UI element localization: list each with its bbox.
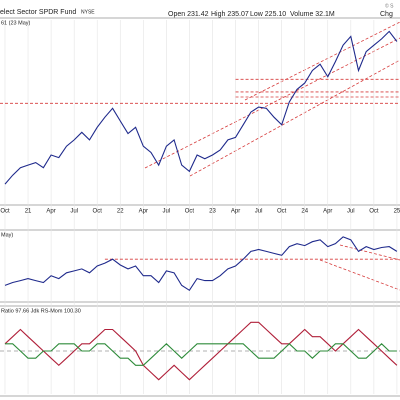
x-tick-label: 24 (301, 209, 308, 215)
stat: High 235.07 (211, 11, 249, 18)
trend-line (319, 259, 400, 291)
panel-frame (0, 229, 400, 303)
x-tick-label: Jul (163, 209, 171, 215)
x-tick-label: Apr (323, 209, 332, 215)
x-tick-label: Oct (0, 209, 10, 215)
data-line (4, 236, 398, 292)
trend-line (339, 244, 400, 261)
panel-frame (0, 17, 400, 206)
stat: Volume 32.1M (290, 11, 335, 18)
x-tick-label: Apr (231, 209, 240, 215)
data-line (5, 343, 397, 366)
x-tick-label: 23 (209, 209, 216, 215)
x-tick-label: Jul (70, 209, 78, 215)
chart-title: elect Sector SPDR Fund (0, 9, 76, 16)
x-tick-label: Apr (46, 209, 55, 215)
x-tick-label: Jul (255, 209, 263, 215)
stat: Chg (380, 11, 393, 18)
data-line (4, 30, 398, 185)
x-tick-label: 21 (25, 209, 32, 215)
stat: Low 225.10 (250, 11, 286, 18)
trend-channel (144, 21, 400, 291)
x-tick-label: Jul (347, 209, 355, 215)
corner-text: © S (385, 2, 394, 9)
x-tick-label: 22 (117, 209, 124, 215)
panel-frame (0, 305, 400, 397)
x-tick-label: 25 (394, 209, 400, 215)
panel-label: 61 (23 May) (1, 20, 31, 26)
channel-line (144, 37, 400, 169)
panel-label: Ratio 97.66 Jdk RS-Mom 100.30 (1, 308, 81, 314)
channel-line (244, 21, 400, 101)
stat: Open 231.42 (168, 11, 209, 18)
exchange: NYSE (81, 9, 95, 15)
panel-label: May) (1, 232, 13, 238)
x-tick-label: Oct (277, 209, 287, 215)
x-tick-label: Oct (185, 209, 195, 215)
x-tick-label: Oct (369, 209, 379, 215)
x-tick-label: Apr (139, 209, 148, 215)
x-tick-label: Oct (93, 209, 103, 215)
